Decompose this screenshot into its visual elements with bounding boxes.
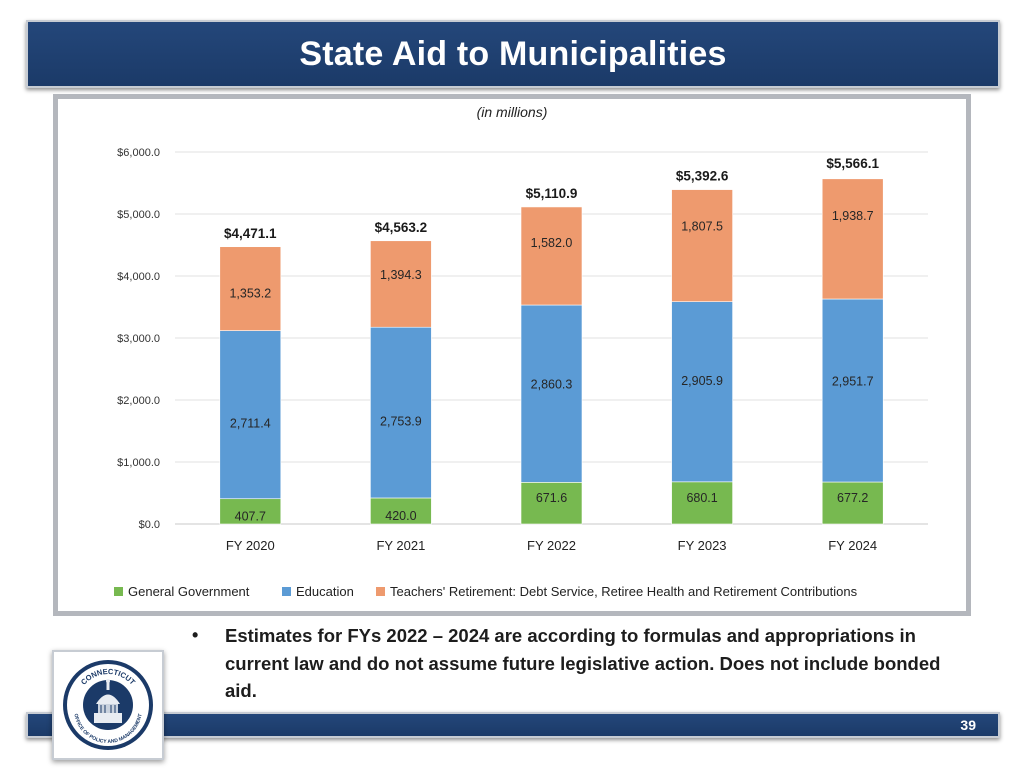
bar-segment (219, 498, 282, 525)
x-tick-label: FY 2022 (527, 538, 576, 553)
bar-segment (821, 298, 884, 483)
total-label: $5,566.1 (826, 156, 879, 171)
bar-segment (370, 326, 432, 499)
data-label: 1,394.3 (380, 268, 422, 282)
bullet-text: Estimates for FYs 2022 – 2024 are accord… (225, 625, 941, 701)
legend-label: General Government (128, 584, 250, 599)
legend-swatch (376, 587, 385, 596)
data-label: 677.2 (837, 491, 868, 505)
bar-segment (219, 330, 282, 500)
data-label: 1,807.5 (681, 220, 723, 234)
bar-segment (671, 301, 733, 483)
bar-segment (520, 482, 583, 525)
stacked-bar-chart: (in millions) $0.0 $1,000.0 $2,000.0 $3,000.… (114, 104, 928, 599)
data-label: 2,711.4 (230, 417, 271, 431)
y-tick-label: $4,000.0 (117, 271, 160, 283)
data-label: 420.0 (385, 509, 416, 523)
y-tick-label: $1,000.0 (117, 457, 160, 469)
bullet-icon: • (192, 625, 199, 645)
slide-title: State Aid to Municipalities (299, 34, 727, 73)
bar-segment (671, 481, 733, 525)
legend-label: Education (296, 584, 354, 599)
data-label: 2,753.9 (380, 415, 422, 429)
legend-swatch (114, 587, 123, 596)
y-tick-label: $0.0 (139, 519, 160, 531)
data-label: 680.1 (686, 491, 717, 505)
data-label: 2,860.3 (531, 378, 573, 392)
x-tick-label: FY 2020 (226, 538, 275, 553)
data-label: 1,353.2 (229, 287, 271, 301)
data-label: 671.6 (536, 491, 567, 505)
bar-segment (370, 240, 432, 328)
y-tick-label: $2,000.0 (117, 395, 160, 407)
legend-label: Teachers' Retirement: Debt Service, Reti… (390, 584, 858, 599)
data-label: 1,582.0 (531, 236, 573, 250)
y-tick-label: $6,000.0 (117, 147, 160, 159)
x-tick-label: FY 2024 (828, 538, 877, 553)
total-label: $5,392.6 (676, 169, 729, 184)
bar-segment (370, 497, 432, 525)
page-number: 39 (960, 717, 976, 733)
data-label: 2,951.7 (832, 375, 874, 389)
footer-bar: 39 (26, 712, 1000, 738)
y-tick-label: $3,000.0 (117, 333, 160, 345)
bar-segment (520, 304, 583, 483)
bar-segment (821, 178, 884, 300)
total-label: $5,110.9 (526, 186, 578, 201)
x-tick-label: FY 2023 (678, 538, 727, 553)
bar-segment (219, 246, 282, 331)
data-label: 407.7 (235, 509, 266, 523)
legend-swatch (282, 587, 291, 596)
y-tick-label: $5,000.0 (117, 209, 160, 221)
total-label: $4,471.1 (224, 226, 277, 241)
capitol-dome-seal-icon: CONNECTICUT OFFICE OF POLICY AND MANAGEM… (63, 660, 153, 750)
bar-segment (671, 189, 733, 302)
chart-subtitle: (in millions) (477, 104, 548, 120)
chart-area: (in millions) $0.0 $1,000.0 $2,000.0 $3,000.… (58, 99, 966, 611)
opm-logo: CONNECTICUT OFFICE OF POLICY AND MANAGEM… (52, 650, 164, 760)
bar-segment (821, 481, 884, 525)
data-label: 1,938.7 (832, 209, 874, 223)
x-tick-label: FY 2021 (376, 538, 425, 553)
data-label: 2,905.9 (681, 374, 723, 388)
title-bar: State Aid to Municipalities (26, 20, 1000, 88)
chart-frame: (in millions) $0.0 $1,000.0 $2,000.0 $3,000.… (53, 94, 971, 616)
bar-segment (520, 206, 583, 306)
total-label: $4,563.2 (375, 220, 428, 235)
